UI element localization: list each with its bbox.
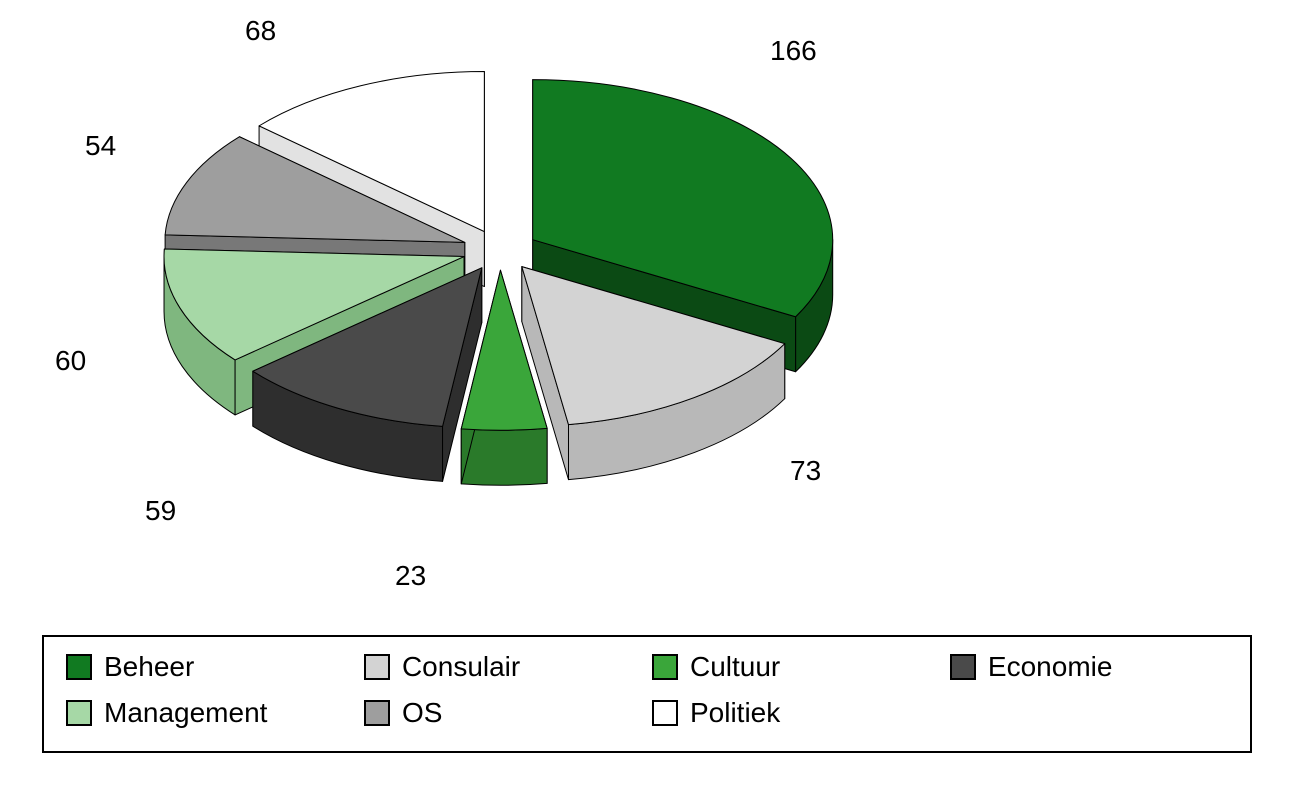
legend-swatch bbox=[364, 700, 390, 726]
slice-value-label: 54 bbox=[85, 130, 116, 162]
legend-item-beheer: Beheer bbox=[66, 651, 364, 683]
legend-swatch bbox=[66, 700, 92, 726]
legend-swatch bbox=[364, 654, 390, 680]
legend-swatch bbox=[652, 700, 678, 726]
legend-label: Economie bbox=[988, 651, 1113, 683]
legend-swatch bbox=[652, 654, 678, 680]
legend-swatch bbox=[66, 654, 92, 680]
slice-value-label: 166 bbox=[770, 35, 817, 67]
legend-swatch bbox=[950, 654, 976, 680]
slice-value-label: 68 bbox=[245, 15, 276, 47]
legend: Beheer Consulair Cultuur Economie Management… bbox=[42, 635, 1252, 753]
legend-item-economie: Economie bbox=[950, 651, 1228, 683]
slice-value-label: 59 bbox=[145, 495, 176, 527]
legend-item-consulair: Consulair bbox=[364, 651, 652, 683]
slice-value-label: 73 bbox=[790, 455, 821, 487]
legend-item-management: Management bbox=[66, 697, 364, 729]
legend-label: OS bbox=[402, 697, 442, 729]
legend-item-os: OS bbox=[364, 697, 652, 729]
legend-label: Cultuur bbox=[690, 651, 780, 683]
legend-label: Management bbox=[104, 697, 267, 729]
chart-container: 166 73 23 59 60 54 68 Beheer Consulair Cultuur Ec… bbox=[0, 0, 1299, 789]
slice-value-label: 60 bbox=[55, 345, 86, 377]
legend-item-politiek: Politiek bbox=[652, 697, 950, 729]
slice-value-label: 23 bbox=[395, 560, 426, 592]
legend-row: Beheer Consulair Cultuur Economie bbox=[66, 651, 1228, 683]
legend-label: Beheer bbox=[104, 651, 194, 683]
legend-label: Consulair bbox=[402, 651, 520, 683]
legend-label: Politiek bbox=[690, 697, 780, 729]
legend-item-cultuur: Cultuur bbox=[652, 651, 950, 683]
legend-row: Management OS Politiek bbox=[66, 697, 1228, 729]
